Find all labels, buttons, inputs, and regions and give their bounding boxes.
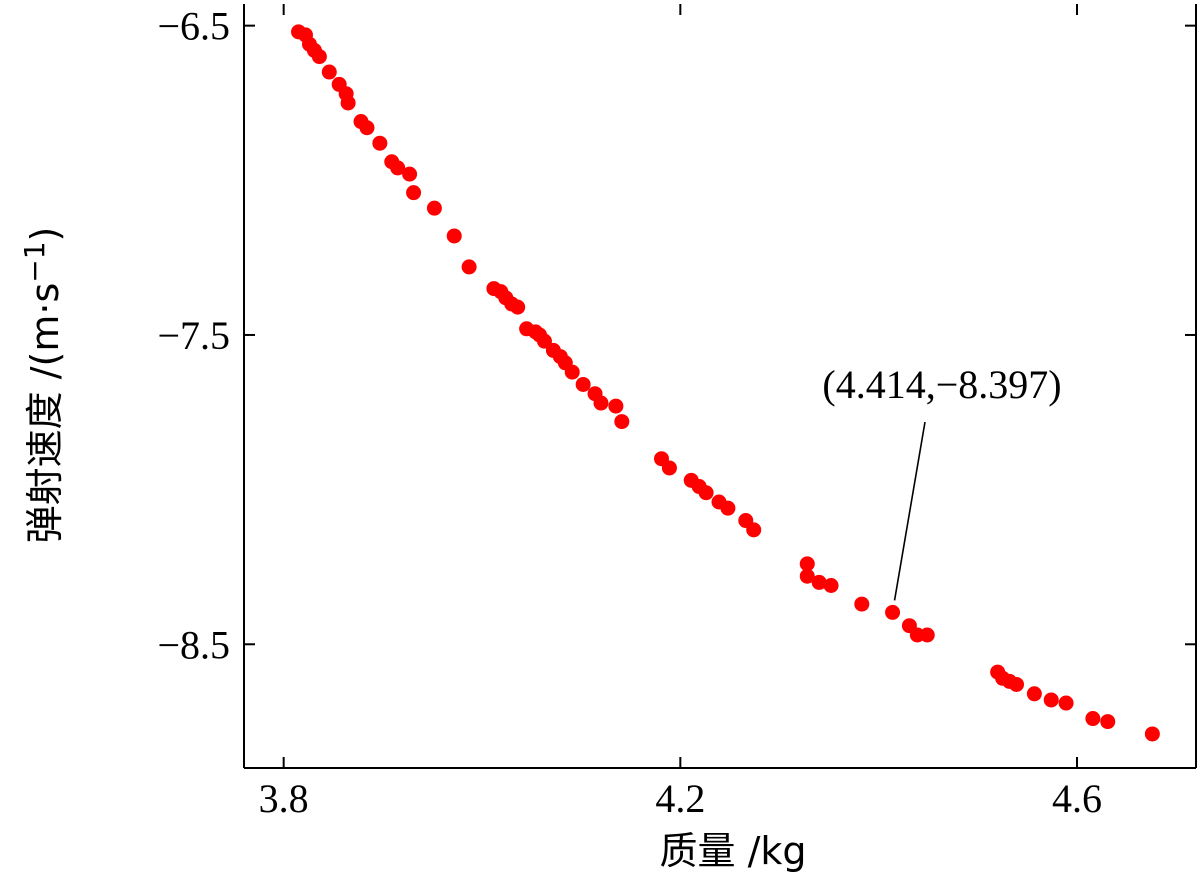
x-tick-label: 3.8: [259, 776, 309, 821]
data-point: [593, 395, 609, 411]
data-point: [321, 64, 337, 80]
annotation-leader-line: [893, 421, 926, 601]
data-point: [1085, 711, 1101, 727]
data-point: [575, 376, 591, 392]
data-points: [291, 24, 1160, 742]
y-axis-title-close: ): [23, 227, 67, 242]
data-point: [426, 200, 442, 216]
data-point: [461, 259, 477, 275]
data-point: [811, 574, 827, 590]
data-point: [799, 568, 815, 584]
data-point: [1144, 726, 1160, 742]
data-point: [1100, 714, 1116, 730]
data-point: [340, 95, 356, 111]
data-point: [919, 627, 935, 643]
data-point: [614, 414, 630, 430]
data-point: [1009, 676, 1025, 692]
axes: 3.8 4.2 4.6 −6.5 −7.5 −8.5: [157, 4, 1197, 821]
x-axis-title: 质量 /kg: [659, 829, 806, 872]
data-point: [406, 185, 422, 201]
annotation-label: (4.414,−8.397): [822, 362, 1061, 407]
data-point: [1026, 686, 1042, 702]
data-point: [1058, 695, 1074, 711]
data-point: [510, 299, 526, 315]
data-point: [1043, 692, 1059, 708]
y-axis-title: 弹射速度 /(m·s−1): [18, 227, 67, 544]
data-point: [720, 500, 736, 516]
data-point: [359, 120, 375, 136]
y-tick-label: −6.5: [157, 4, 230, 49]
data-point: [564, 364, 580, 380]
data-point: [390, 160, 406, 176]
data-point: [311, 49, 327, 65]
data-point: [446, 228, 462, 244]
data-point: [885, 604, 901, 620]
data-point: [854, 596, 870, 612]
y-axis-title-sup: −1: [18, 241, 51, 282]
x-tick-label: 4.2: [655, 776, 705, 821]
x-tick-label: 4.6: [1052, 776, 1102, 821]
data-point: [536, 333, 552, 349]
y-axis-title-main: 弹射速度 /(m·s: [23, 283, 67, 544]
y-tick-label: −7.5: [157, 313, 230, 358]
data-point: [746, 522, 762, 538]
data-point: [608, 398, 624, 414]
y-tick-label: −8.5: [157, 622, 230, 667]
data-point: [661, 460, 677, 476]
data-point: [823, 578, 839, 594]
data-point: [799, 556, 815, 572]
data-point: [698, 485, 714, 501]
data-point: [402, 166, 418, 182]
data-point: [372, 135, 388, 151]
